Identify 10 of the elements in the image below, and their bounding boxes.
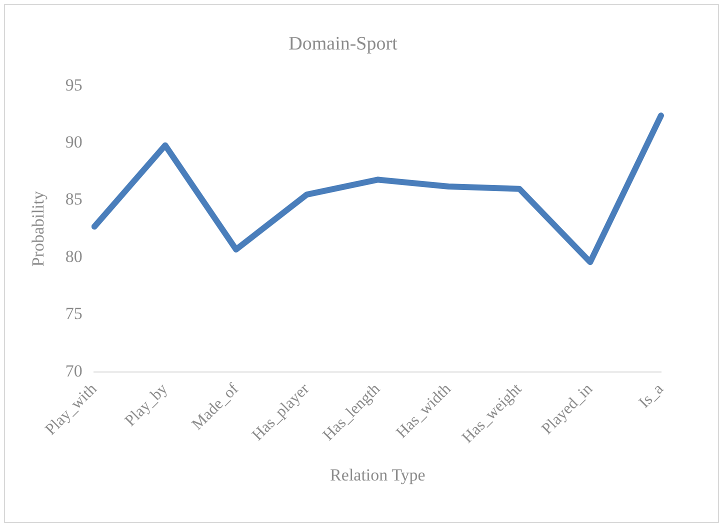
y-tick-label: 70 (65, 361, 82, 380)
y-tick-label: 85 (65, 190, 82, 209)
x-tick-label: Is_a (636, 380, 667, 412)
chart-title: Domain-Sport (288, 33, 398, 54)
y-tick-label: 90 (65, 132, 82, 152)
y-axis-title: Probability (28, 190, 48, 267)
y-tick-label: 95 (65, 75, 82, 94)
x-axis-title: Relation Type (330, 465, 426, 484)
y-tick-label: 75 (65, 304, 82, 324)
y-tick-label: 80 (65, 246, 82, 266)
